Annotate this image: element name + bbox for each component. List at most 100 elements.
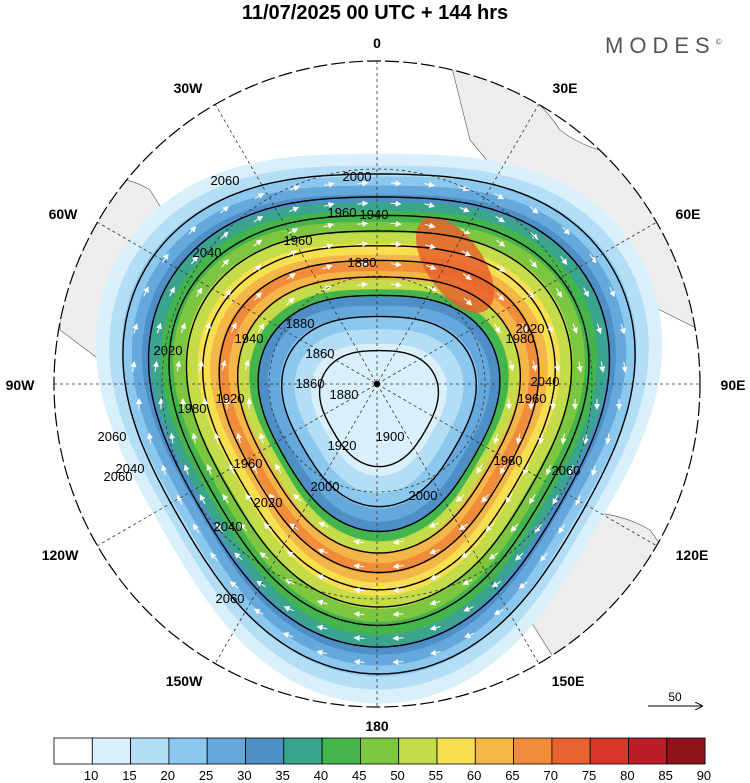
colorbar-label: 40 [313, 768, 329, 783]
wind-vector [199, 494, 206, 505]
contour-label: 1960 [518, 391, 547, 406]
wind-vector [458, 185, 470, 192]
wind-vector [239, 523, 248, 532]
wind-vector [429, 624, 441, 631]
colorbar-swatch [398, 737, 438, 765]
wind-vector [176, 494, 183, 505]
wind-vector [322, 264, 333, 270]
wind-vector [282, 632, 294, 638]
wind-vector [258, 432, 265, 444]
contour-label: 1880 [286, 316, 315, 331]
wind-vector [455, 494, 465, 502]
contour-2060 [122, 173, 636, 675]
colorbar-label: 60 [466, 768, 482, 783]
wind-vector [263, 523, 273, 531]
contour-label: 1980 [494, 453, 523, 468]
wind-vector [287, 250, 298, 257]
contour-label: 1860 [306, 346, 335, 361]
wind-vector [552, 494, 559, 505]
colorbar-swatch [589, 737, 629, 765]
wind-vector [180, 322, 186, 333]
wind-vector [357, 220, 369, 227]
wind-vector [493, 433, 500, 445]
wind-vector [575, 495, 582, 506]
colorbar-swatch [436, 737, 476, 765]
geopotential-contours [122, 173, 636, 675]
colorbar-swatch [359, 737, 400, 765]
colorbar-label: 20 [160, 768, 175, 783]
wind-vector [392, 659, 404, 665]
wind-vector [462, 579, 473, 585]
wind-vector [529, 259, 538, 268]
colorbar-label: 80 [620, 768, 635, 783]
wind-vector [253, 239, 263, 247]
contour-label: 2040 [214, 519, 243, 534]
contour-label: 2000 [343, 169, 372, 184]
contour-1940 [237, 276, 521, 554]
wind-vector [390, 180, 402, 187]
wind-vector [429, 574, 441, 581]
wind-vector [192, 523, 200, 534]
wind-vector [460, 228, 471, 234]
wind-vector [275, 463, 282, 474]
wind-vector [229, 463, 235, 475]
colorbar-swatch [321, 737, 361, 765]
wind-vector [463, 606, 474, 612]
wind-vector [555, 288, 563, 298]
wind-vector [229, 581, 239, 589]
wind-vector [321, 285, 332, 292]
lon-label-60e: 60E [675, 206, 701, 222]
wind-vector [130, 361, 137, 372]
wind-vector [293, 494, 302, 502]
wind-vector [534, 523, 542, 533]
colorbar [53, 737, 706, 765]
wind-vector [560, 255, 568, 265]
wind-vector [213, 432, 220, 444]
contour-label: 1940 [235, 331, 264, 346]
wind-vector [429, 548, 440, 555]
wind-vector [515, 433, 522, 445]
colorbar-label: 10 [83, 768, 99, 783]
map-title: 11/07/2025 00 UTC + 144 hrs [241, 2, 509, 24]
wind-vector [353, 587, 365, 594]
wind-vector [495, 215, 505, 223]
lon-label-150e: 150E [551, 673, 585, 689]
contour-1900 [281, 315, 477, 508]
wind-vector [286, 273, 296, 280]
colorbar-label: 70 [543, 768, 558, 783]
wind-vector [392, 635, 404, 642]
contour-label: 1900 [376, 429, 405, 444]
wind-vector [219, 206, 229, 214]
wind-vector [485, 523, 495, 532]
wind-vectors [130, 180, 628, 665]
wind-vector [254, 193, 265, 200]
wind-vector [562, 226, 570, 235]
wind-vector [463, 297, 473, 306]
colorbar-swatch [130, 737, 170, 765]
contour-2020 [168, 214, 590, 627]
wind-vector [599, 361, 606, 373]
contour-label: 1980 [178, 401, 207, 416]
wind-vector [183, 464, 190, 475]
contour-1960 [218, 259, 540, 574]
contour-label: 2040 [116, 461, 145, 476]
wind-vector [268, 493, 277, 503]
wind-vector [188, 226, 197, 235]
wind-vector [390, 261, 402, 268]
wind-vector [481, 494, 489, 503]
wind-vector [175, 360, 182, 372]
wind-vector [253, 264, 262, 273]
lon-label-60w: 60W [48, 206, 78, 222]
wind-vector [221, 259, 229, 268]
contour-label: 2020 [254, 495, 283, 510]
wind-vector [316, 649, 328, 656]
wind-vector [459, 206, 470, 213]
lon-label-90e: 90E [720, 377, 746, 393]
colorbar-swatch [53, 737, 93, 765]
colorbar-label: 50 [390, 768, 405, 783]
wind-vector [529, 206, 539, 214]
lon-label-120e: 120E [675, 547, 709, 563]
wind-vector [496, 264, 506, 273]
contour-label: 1960 [234, 456, 263, 471]
contour-2000 [185, 230, 573, 608]
